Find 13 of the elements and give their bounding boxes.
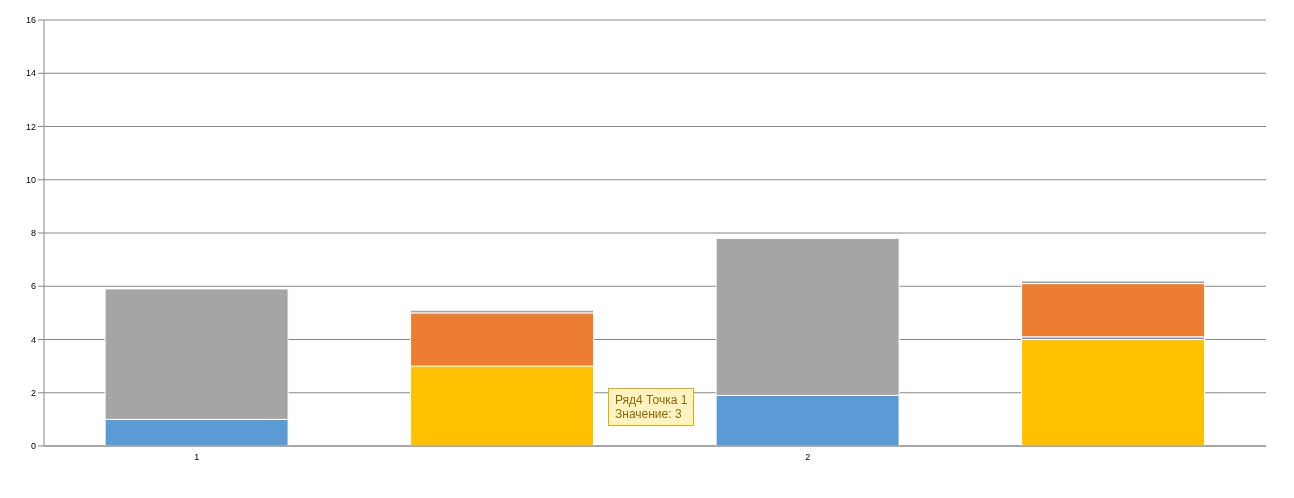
y-tick-label: 14 (25, 68, 36, 79)
y-tick-label: 10 (25, 174, 36, 185)
y-tick-label: 12 (25, 121, 36, 132)
y-tick-label: 8 (30, 228, 36, 239)
y-tick-label: 0 (30, 441, 36, 452)
x-tick-label: 1 (194, 452, 200, 463)
y-tick-label: 16 (25, 15, 36, 26)
y-tick-label: 4 (30, 334, 36, 345)
bar (1021, 339, 1206, 446)
y-tick-label: 2 (30, 387, 36, 398)
bar (1021, 283, 1206, 338)
annotation: Ряд4 Точка 1 Значение: 3 (608, 388, 695, 426)
y-tick-label: 6 (30, 281, 36, 292)
